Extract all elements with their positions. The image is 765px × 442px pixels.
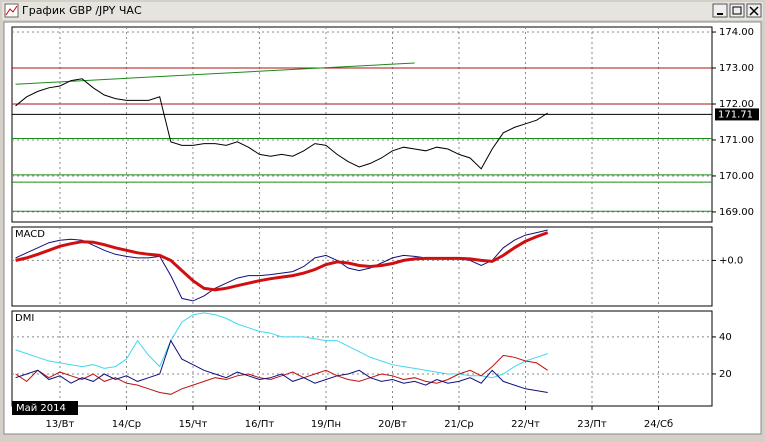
x-tick-label: 22/Чт [511,419,540,430]
x-tick-label: 14/Ср [112,419,141,430]
window-title: График GBP /JPY ЧАС [22,4,142,17]
panel-title: MACD [15,229,45,240]
panel [11,26,713,223]
window-icon-glyph [5,5,18,16]
x-tick-label: 16/Пт [245,419,275,430]
y-tick-label: 171.00 [719,135,754,146]
series-line [15,231,549,292]
y-tick-label: 20 [719,369,732,380]
maximize-glyph [732,6,742,15]
window-buttons[interactable] [712,3,762,18]
maximize-button[interactable] [729,3,745,18]
y-tick-label: 174.00 [719,27,754,38]
x-tick-label: 13/Вт [46,419,75,430]
x-tick-label: 20/Вт [378,419,407,430]
last-price-label: 171.71 [718,109,753,120]
series-line [15,78,548,170]
title-bar [2,2,763,20]
y-tick-label: 169.00 [719,207,754,218]
x-tick-label: 24/Сб [644,419,673,430]
y-tick-label: 172.00 [719,99,754,110]
x-tick-label: 21/Ср [444,419,473,430]
minimize-button[interactable] [712,3,728,18]
close-glyph [749,6,759,16]
panel-title: DMI [15,313,34,324]
x-tick-label: 23/Пт [577,419,607,430]
y-tick-label: 173.00 [719,63,754,74]
x-tick-label: 19/Пн [311,419,341,430]
period-label: Май 2014 [16,403,66,414]
y-tick-label: 40 [719,332,732,343]
trend-line [15,62,415,85]
period-box [12,401,78,415]
series-line [15,339,548,393]
last-price-box [715,108,759,121]
series-line [15,354,548,395]
panel [11,310,713,407]
x-tick-label: 15/Чт [179,419,208,430]
y-tick-label: 170.00 [719,171,754,182]
y-tick-label: +0.0 [719,255,743,266]
